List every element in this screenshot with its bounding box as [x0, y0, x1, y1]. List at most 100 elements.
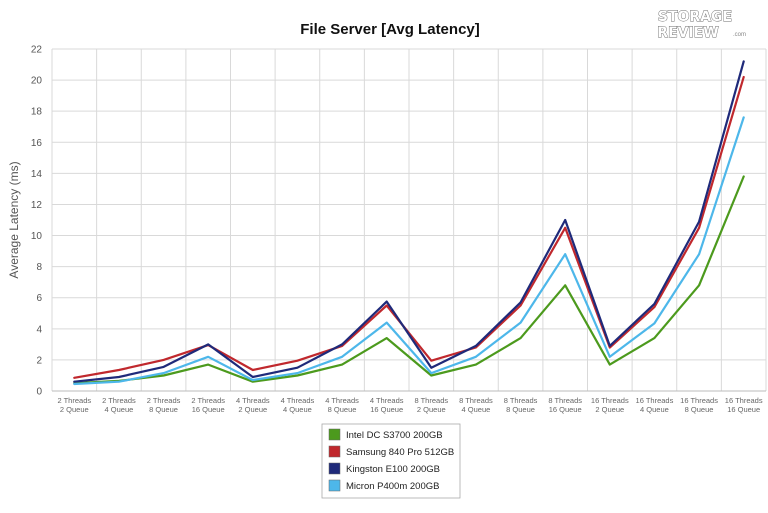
x-tick-label: 4 Queue: [640, 405, 669, 414]
x-tick-label: 16 Threads: [591, 396, 629, 405]
data-point: [118, 369, 120, 371]
data-point: [296, 372, 299, 375]
data-point: [742, 175, 745, 178]
data-point: [385, 321, 388, 324]
data-point: [162, 374, 165, 377]
data-point: [430, 366, 433, 369]
x-tick-label: 2 Queue: [595, 405, 624, 414]
data-point: [385, 300, 388, 303]
chart-title: File Server [Avg Latency]: [300, 21, 480, 38]
y-tick-label: 10: [31, 231, 43, 242]
x-tick-label: 2 Threads: [57, 396, 91, 405]
x-tick-label: 2 Queue: [60, 405, 89, 414]
x-tick-label: 4 Threads: [236, 396, 270, 405]
x-tick-label: 8 Threads: [414, 396, 448, 405]
y-tick-label: 8: [36, 262, 42, 273]
data-point: [430, 372, 433, 375]
data-point: [653, 337, 656, 340]
y-tick-label: 4: [36, 324, 42, 335]
logo-line-1: STORAGE: [658, 9, 732, 25]
x-tick-label: 2 Threads: [191, 396, 225, 405]
data-point: [73, 380, 76, 383]
data-point: [564, 226, 567, 229]
legend-swatch: [328, 445, 341, 458]
x-tick-label: 4 Queue: [283, 405, 312, 414]
y-tick-label: 16: [31, 138, 43, 149]
x-tick-label: 8 Queue: [506, 405, 535, 414]
legend-swatch: [328, 428, 341, 441]
data-point: [608, 345, 611, 347]
data-point: [608, 355, 611, 358]
logo-suffix: .com: [733, 32, 746, 38]
data-point: [475, 355, 477, 358]
x-tick-label: 16 Queue: [192, 405, 225, 414]
x-tick-label: 8 Threads: [548, 396, 582, 405]
data-point: [653, 306, 656, 308]
data-point: [207, 343, 210, 346]
data-point: [341, 343, 343, 346]
series-line-3: [73, 116, 745, 386]
x-tick-label: 16 Threads: [680, 396, 718, 405]
legend-label: Kingston E100 200GB: [346, 464, 440, 475]
x-tick-label: 4 Threads: [370, 396, 404, 405]
x-tick-label: 8 Queue: [328, 405, 357, 414]
x-tick-label: 4 Queue: [105, 405, 134, 414]
x-tick-label: 8 Queue: [149, 405, 178, 414]
y-tick-label: 2: [36, 355, 42, 366]
x-tick-label: 2 Threads: [102, 396, 136, 405]
legend: Intel DC S3700 200GB Samsung 840 Pro 512G…: [321, 423, 461, 499]
data-point: [519, 321, 522, 324]
x-tick-label: 2 Queue: [238, 405, 267, 414]
data-point: [251, 376, 254, 378]
x-tick-label: 16 Threads: [636, 396, 674, 405]
data-point: [653, 303, 656, 305]
x-tick-label: 8 Queue: [685, 405, 714, 414]
data-point: [564, 284, 567, 287]
data-point: [296, 366, 299, 369]
data-point: [341, 355, 343, 358]
series-line-0: [73, 175, 745, 385]
y-axis-ticks: 0 2 4 6 8 10 12 14 16 18 20 22: [31, 45, 43, 398]
series-lines: [73, 60, 745, 386]
legend-label: Samsung 840 Pro 512GB: [346, 447, 454, 458]
data-point: [162, 359, 165, 361]
data-point: [742, 76, 745, 78]
data-point: [698, 220, 700, 223]
data-point: [73, 383, 76, 385]
data-point: [251, 380, 254, 383]
data-point: [207, 363, 210, 366]
data-point: [653, 322, 656, 325]
data-point: [564, 253, 567, 256]
data-point: [296, 374, 299, 377]
x-tick-label: 8 Threads: [504, 396, 538, 405]
legend-swatch: [328, 479, 341, 492]
logo-line-2: REVIEW: [657, 25, 718, 41]
legend-label: Micron P400m 200GB: [346, 481, 439, 492]
y-tick-label: 0: [36, 387, 42, 398]
data-point: [608, 346, 611, 349]
x-tick-label: 16 Queue: [370, 405, 403, 414]
data-point: [430, 359, 433, 362]
data-point: [118, 376, 120, 378]
x-tick-label: 4 Queue: [462, 405, 491, 414]
data-point: [341, 363, 343, 366]
data-point: [251, 379, 254, 382]
site-logo: STORAGE REVIEW .com: [657, 9, 746, 42]
x-tick-label: 8 Threads: [459, 396, 493, 405]
data-point: [385, 337, 388, 340]
data-point: [73, 376, 76, 379]
data-point: [698, 253, 700, 256]
y-tick-label: 20: [31, 76, 43, 87]
data-point: [519, 304, 522, 307]
data-point: [475, 363, 477, 366]
x-tick-label: 4 Threads: [281, 396, 315, 405]
series-line-2: [73, 60, 745, 383]
data-point: [296, 359, 299, 362]
data-point: [519, 337, 522, 340]
data-point: [251, 369, 254, 371]
data-point: [742, 116, 745, 119]
y-tick-label: 14: [31, 169, 43, 180]
x-tick-label: 2 Queue: [417, 405, 446, 414]
data-point: [698, 284, 700, 287]
